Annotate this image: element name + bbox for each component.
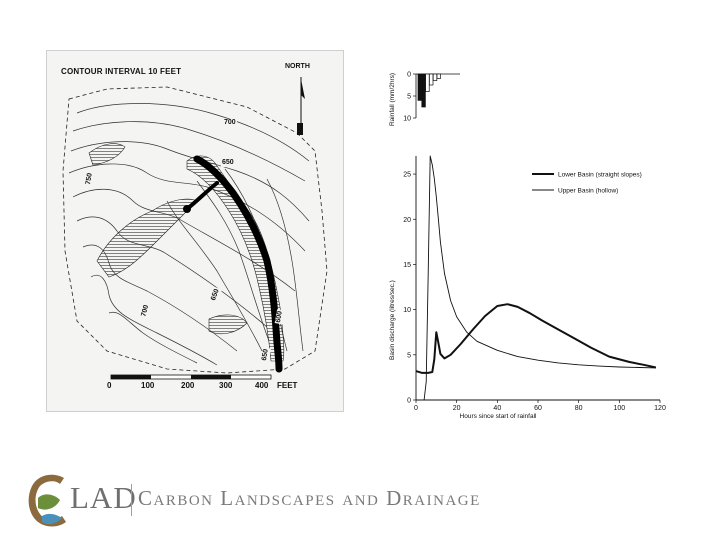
rain-bar xyxy=(432,73,438,81)
scale-tick-label: 400 xyxy=(255,381,269,390)
saturated-area-north xyxy=(88,143,126,166)
brand-divider xyxy=(131,484,132,516)
clad-logo xyxy=(28,474,66,527)
rainfall-chart: 0 5 10 Rainfall (mm/2hrs) xyxy=(389,72,460,126)
scale-tick-label: 200 xyxy=(181,381,195,390)
stream-channel xyxy=(193,155,283,373)
saturated-area-south xyxy=(208,314,248,335)
map-title: CONTOUR INTERVAL 10 FEET xyxy=(61,67,182,76)
legend-label: Upper Basin (hollow) xyxy=(558,188,618,195)
rain-bar xyxy=(417,73,422,101)
scale-unit: FEET xyxy=(277,381,298,390)
contour-map: CONTOUR INTERVAL 10 FEET NORTH 700 650 7… xyxy=(46,50,344,412)
scale-bar xyxy=(110,374,272,380)
contour-map-drawing xyxy=(62,77,328,380)
rain-y-tick-label: 0 xyxy=(407,72,411,79)
basin-boundary xyxy=(62,86,328,374)
scale-tick-label: 100 xyxy=(141,381,155,390)
flow-y-tick-label: 10 xyxy=(403,307,411,314)
flow-x-tick-label: 120 xyxy=(654,405,666,412)
rain-y-axis-title: Rainfall (mm/2hrs) xyxy=(389,73,396,126)
flow-x-tick-label: 100 xyxy=(613,405,625,412)
rain-bar xyxy=(436,73,441,79)
hydrograph-figure: 0 5 10 Rainfall (mm/2hrs) 0 5 10 15 20 25 0 20 40 60… xyxy=(389,72,666,421)
contour-label: 700 xyxy=(223,119,237,127)
north-arrow-icon xyxy=(297,77,305,135)
upper-basin-line xyxy=(423,155,656,401)
flow-y-tick-label: 0 xyxy=(407,398,411,405)
flow-x-tick-label: 20 xyxy=(453,405,461,412)
scale-tick-label: 0 xyxy=(107,381,112,390)
contour-label: 650 xyxy=(221,159,235,167)
clad-logo-letters: LAD xyxy=(70,480,137,515)
rain-y-tick-label: 10 xyxy=(403,116,411,123)
rain-bar xyxy=(421,73,426,108)
stream-source xyxy=(183,205,191,213)
brand-name: Carbon Landscapes and Drainage xyxy=(138,486,481,510)
discharge-chart: 0 5 10 15 20 25 0 20 40 60 80 100 120 Hours since sta… xyxy=(389,155,666,420)
scale-tick-label: 300 xyxy=(219,381,233,390)
flow-y-tick-label: 25 xyxy=(403,172,411,179)
rain-bar xyxy=(425,73,430,92)
lower-basin-line xyxy=(415,303,657,374)
rain-y-tick-label: 5 xyxy=(407,94,411,101)
flow-y-axis-title: Basin discharge (litres/sec.) xyxy=(389,280,396,360)
flow-x-tick-label: 40 xyxy=(493,405,501,412)
flow-y-tick-label: 5 xyxy=(407,352,411,359)
rain-bar xyxy=(429,73,434,86)
flow-y-tick-label: 20 xyxy=(403,217,411,224)
flow-y-tick-label: 15 xyxy=(403,262,411,269)
flow-x-tick-label: 0 xyxy=(414,405,418,412)
clad-logo-mark-icon xyxy=(28,474,66,527)
north-label: NORTH xyxy=(285,63,310,70)
stream-tributary xyxy=(185,181,219,211)
flow-x-axis-title: Hours since start of rainfall xyxy=(460,413,538,420)
saturated-area-west xyxy=(96,198,198,278)
flow-x-tick-label: 80 xyxy=(575,405,583,412)
legend-label: Lower Basin (straight slopes) xyxy=(558,172,642,179)
flow-x-tick-label: 60 xyxy=(534,405,542,412)
